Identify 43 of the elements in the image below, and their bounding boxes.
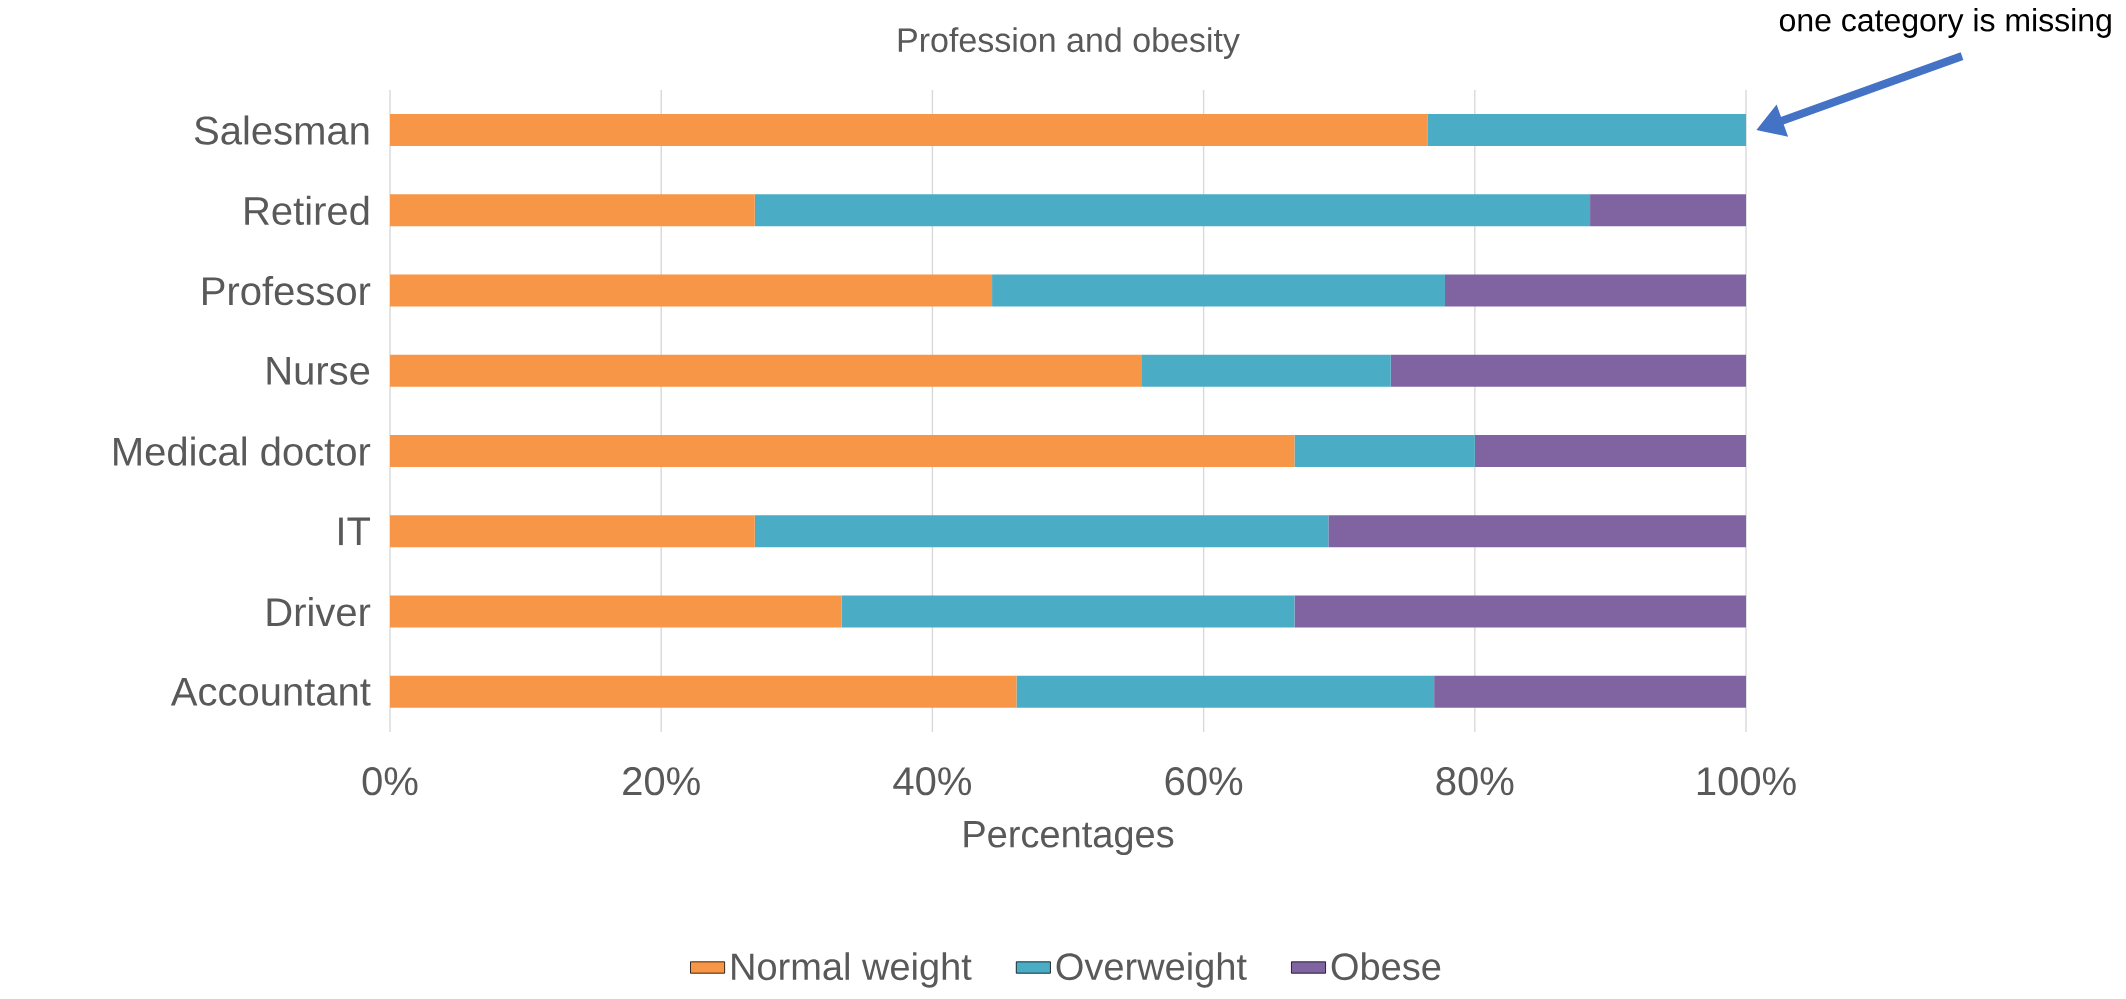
- bar: [1390, 354, 1747, 387]
- y-tick-label: Medical doctor: [114, 436, 371, 466]
- bar: [1590, 194, 1747, 227]
- y-tick-label: Nurse: [267, 356, 370, 385]
- bar: [754, 194, 1591, 227]
- bar: [390, 675, 1017, 708]
- x-tick-label: 80%: [1436, 767, 1514, 796]
- bar: [992, 274, 1445, 307]
- x-tick-label: 100%: [1697, 767, 1796, 796]
- bar: [1294, 595, 1747, 628]
- bar: [1016, 675, 1435, 708]
- x-tick-label: 60%: [1165, 767, 1243, 796]
- bar: [1427, 114, 1747, 147]
- bar: [754, 515, 1329, 548]
- y-tick-label: Retired: [245, 195, 369, 226]
- y-tick-label: IT: [339, 517, 371, 546]
- legend-label: Obese: [1331, 952, 1441, 981]
- bar: [1328, 515, 1747, 548]
- x-tick-label: 20%: [623, 767, 700, 796]
- legend-label: Overweight: [1056, 952, 1247, 988]
- bar: [841, 595, 1295, 628]
- y-tick-label: Salesman: [194, 115, 369, 145]
- x-axis-title: Percentages: [964, 821, 1174, 856]
- bar: [390, 114, 1428, 147]
- bar: [390, 194, 755, 227]
- bar: [1294, 435, 1475, 468]
- bar: [390, 435, 1295, 468]
- bar: [1141, 354, 1391, 387]
- text: one category is missing: [1779, 8, 2111, 38]
- bar: [390, 595, 842, 628]
- bar: [1434, 675, 1747, 708]
- chart-title: Profession and obesity: [898, 27, 1240, 59]
- bar: [390, 354, 1142, 387]
- x-tick-label: 0%: [362, 767, 418, 796]
- bar: [390, 274, 993, 307]
- y-tick-label: Accountant: [170, 677, 371, 706]
- x-tick-label: 40%: [893, 767, 971, 796]
- bar: [1444, 274, 1747, 307]
- y-tick-label: Professor: [203, 275, 371, 306]
- y-tick-label: Driver: [267, 596, 371, 627]
- bar: [1474, 435, 1747, 468]
- bar: [390, 515, 755, 548]
- legend-label: Normal weight: [732, 952, 972, 988]
